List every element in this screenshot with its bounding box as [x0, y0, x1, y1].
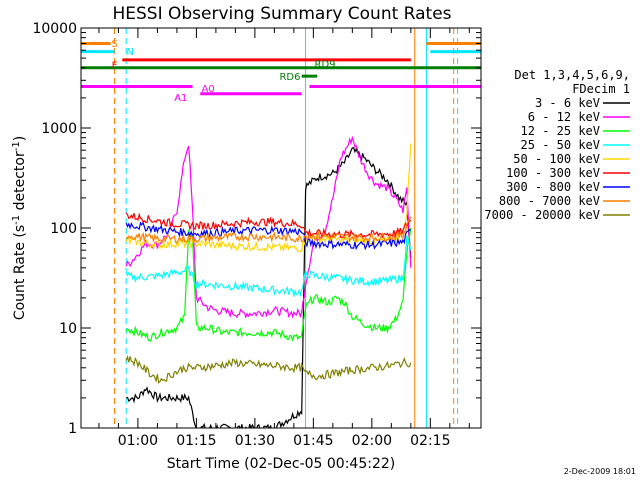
legend-label-1: 6 - 12 keV: [528, 110, 600, 124]
series-line-0: [125, 147, 412, 428]
flag-label-n: N: [126, 47, 133, 58]
legend-label-2: 12 - 25 keV: [521, 124, 600, 138]
flag-label-rd6: RD6: [279, 72, 300, 83]
flag-label-a1: A1: [174, 93, 187, 104]
flag-labels: SNF RD9 RD6 A0 A1: [111, 39, 335, 104]
x-axis-label: Start Time (02-Dec-05 00:45:22): [167, 456, 395, 472]
y-axis: 1 10 100 1000 10000: [32, 21, 481, 437]
legend-title-2: FDecim 1: [572, 82, 630, 96]
series-line-6: [125, 221, 412, 251]
series-line-8: [125, 354, 412, 384]
legend-title-1: Det 1,3,4,5,6,9,: [514, 68, 630, 82]
legend-label-7: 800 - 7000 keV: [499, 194, 600, 208]
series-line-7: [125, 216, 412, 244]
y-axis-label-sup2: -1: [11, 141, 22, 151]
chart-title: HESSI Observing Summary Count Rates: [112, 4, 451, 24]
legend-label-0: 3 - 6 keV: [535, 96, 600, 110]
y-axis-label-sup1: -1: [11, 215, 22, 225]
y-axis-label-end: ): [12, 136, 28, 141]
y-axis-label-main: Count Rate (s: [12, 225, 28, 320]
x-axis: 01:00 01:15 01:30 01:45 02:00 02:15: [98, 28, 470, 449]
series-line-2: [125, 227, 412, 342]
flag-label-rd9: RD9: [315, 60, 336, 71]
y-tick-label: 1000: [41, 121, 77, 137]
x-tick-label: 01:15: [176, 433, 216, 449]
y-tick-label: 10000: [32, 21, 77, 37]
x-tick-label: 01:00: [118, 433, 158, 449]
series-line-3: [125, 235, 412, 298]
legend-label-3: 25 - 50 keV: [521, 138, 600, 152]
legend-label-4: 50 - 100 keV: [513, 152, 600, 166]
x-tick-label: 02:00: [352, 433, 392, 449]
flag-label-f: F: [112, 61, 118, 72]
y-tick-label: 100: [50, 221, 77, 237]
series-line-5: [125, 212, 412, 239]
series-line-1: [125, 135, 412, 319]
legend-label-8: 7000 - 20000 keV: [484, 208, 600, 222]
flag-label-s: S: [111, 39, 117, 50]
series-line-4: [125, 143, 412, 253]
y-axis-label: Count Rate (s-1 detector-1): [11, 136, 28, 320]
x-tick-label: 02:15: [410, 433, 450, 449]
x-tick-label: 01:30: [235, 433, 275, 449]
y-tick-label: 1: [68, 421, 77, 437]
x-tick-label: 01:45: [293, 433, 333, 449]
y-tick-label: 10: [59, 321, 77, 337]
y-axis-label-mid: detector: [12, 151, 28, 215]
flag-label-a0: A0: [201, 84, 214, 95]
legend-label-6: 300 - 800 keV: [506, 180, 600, 194]
timestamp: 2-Dec-2009 18:01: [564, 467, 636, 476]
legend-label-5: 100 - 300 keV: [506, 166, 600, 180]
